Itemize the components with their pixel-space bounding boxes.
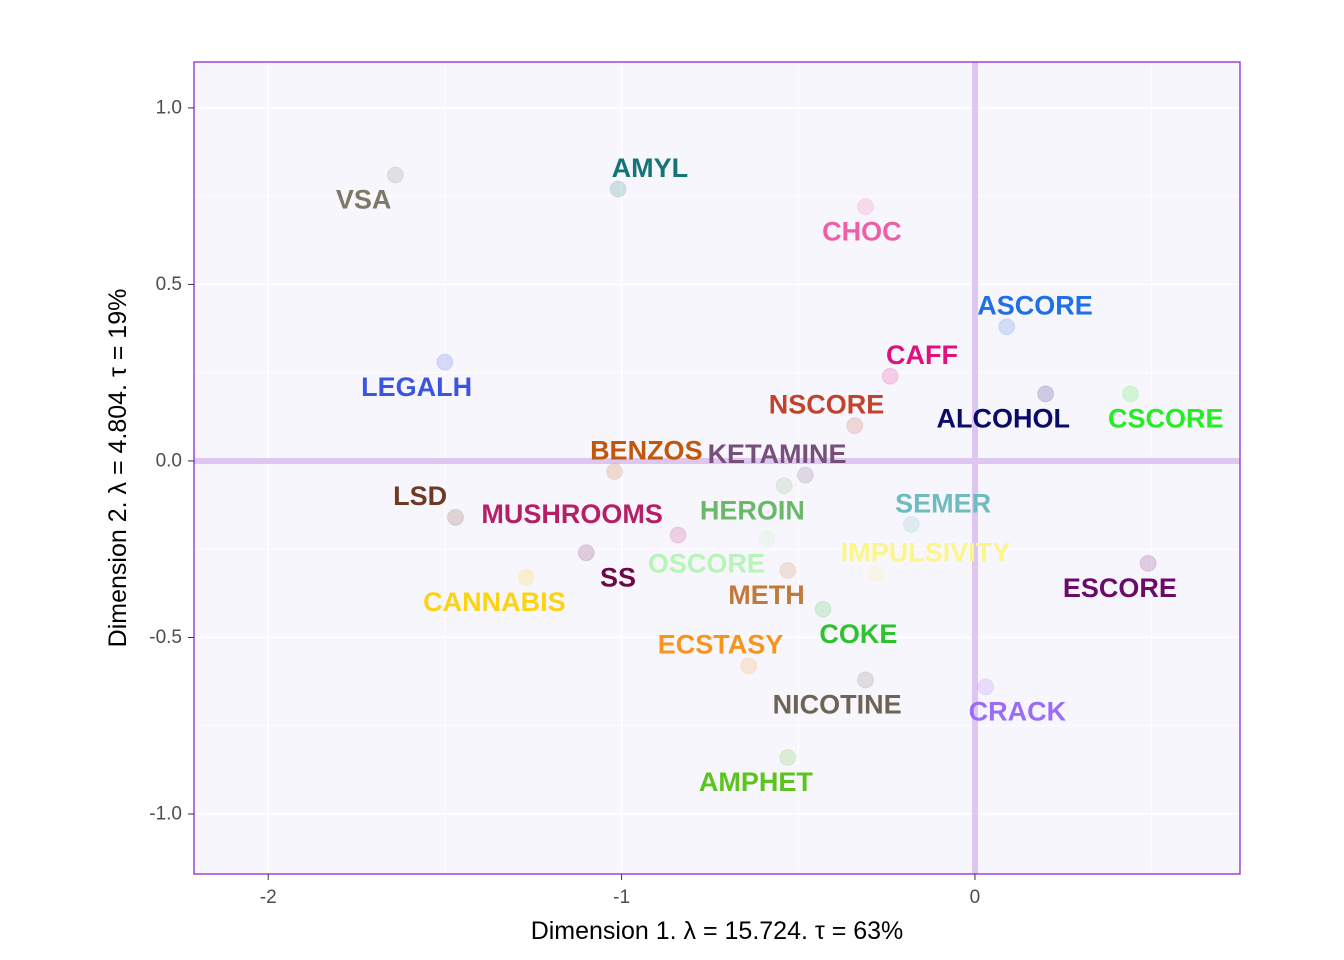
point-label: SEMER [895,488,991,518]
point-label: ALCOHOL [936,404,1069,434]
data-point [814,600,832,618]
data-point [386,166,404,184]
data-point [881,367,899,385]
data-point [856,198,874,216]
data-point [779,561,797,579]
plot-panel [194,62,1240,874]
x-tick-label: 0 [970,887,981,908]
point-label: ESCORE [1063,573,1177,603]
point-label: ECSTASY [658,630,784,660]
data-point [779,748,797,766]
data-point [577,544,595,562]
point-label: CAFF [886,340,958,370]
point-label: KETAMINE [708,439,847,469]
data-point [977,678,995,696]
point-labels: VSA AMYL CHOC ASCORE CAFF LEGALH NSCORE ALCOHOL… [336,153,1224,797]
y-axis-ticks: 1.0 0.5 0.0 -0.5 -1.0 [149,97,194,824]
point-label: METH [728,580,805,610]
y-tick-label: 0.5 [156,274,182,295]
point-label: CANNABIS [423,587,566,617]
data-point [998,318,1016,336]
data-point [775,477,793,495]
data-point [757,530,775,548]
data-point [669,526,687,544]
y-tick-label: 0.0 [156,450,182,471]
point-label: LSD [393,481,447,511]
x-tick-label: -1 [613,887,630,908]
point-label: BENZOS [590,435,703,465]
data-point [902,515,920,533]
y-tick-label: -0.5 [149,627,182,648]
data-point [856,671,874,689]
point-label: AMYL [612,153,689,183]
point-label: HEROIN [700,495,805,525]
y-axis-title: Dimension 2. λ = 4.804. τ = 19% [104,289,132,648]
point-label: IMPULSIVITY [841,538,1011,568]
point-label: CHOC [822,216,902,246]
point-label: NICOTINE [773,690,902,720]
reference-lines [194,62,1240,874]
point-label: SS [600,562,636,592]
point-label: AMPHET [699,767,814,797]
data-point [796,466,814,484]
data-point [1139,554,1157,572]
data-point [609,180,627,198]
data-point [867,565,885,583]
x-axis-ticks: -2 -1 0 [260,874,980,908]
data-point [1037,385,1055,403]
data-point [1121,385,1139,403]
point-label: CRACK [969,697,1067,727]
data-point [740,657,758,675]
data-points [386,166,1157,766]
point-label: ASCORE [977,291,1093,321]
data-point [436,353,454,371]
point-label: OSCORE [648,548,765,578]
data-point [846,417,864,435]
x-tick-label: -2 [260,887,277,908]
plot-border [193,61,1241,875]
point-label: MUSHROOMS [481,499,663,529]
point-label: COKE [819,619,897,649]
point-label: LEGALH [361,372,472,402]
y-tick-label: 1.0 [156,97,182,118]
point-label: NSCORE [769,389,885,419]
y-tick-label: -1.0 [149,803,182,824]
data-point [606,463,624,481]
data-point [517,568,535,586]
point-label: VSA [336,185,392,215]
x-axis-title: Dimension 1. λ = 15.724. τ = 63% [531,917,904,945]
point-label: CSCORE [1108,404,1224,434]
data-point [447,508,464,526]
